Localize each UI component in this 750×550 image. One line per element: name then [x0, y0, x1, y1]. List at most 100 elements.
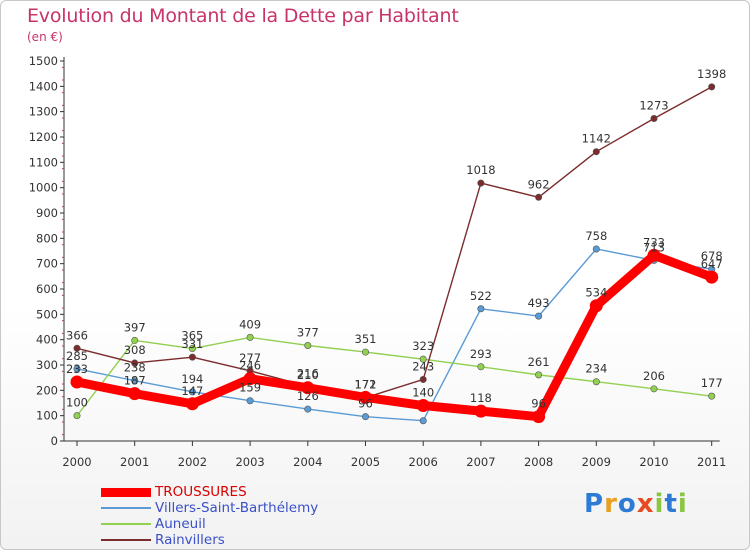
data-point [188, 388, 196, 396]
x-tick-label: 2004 [293, 455, 322, 469]
data-point [650, 115, 658, 123]
data-label: 126 [297, 389, 319, 403]
logo-letter: r [604, 489, 618, 519]
data-point [361, 413, 369, 421]
data-point [474, 404, 488, 418]
data-label: 323 [412, 339, 434, 353]
data-label: 1273 [639, 99, 668, 113]
data-point [708, 83, 716, 91]
data-point [650, 385, 658, 393]
y-tick-label: 800 [36, 231, 58, 245]
data-point [131, 336, 139, 344]
y-tick-label: 1400 [29, 79, 58, 93]
data-label: 206 [643, 369, 665, 383]
data-point [589, 299, 603, 313]
legend-swatch [101, 539, 151, 541]
data-point [131, 377, 139, 385]
data-point [535, 371, 543, 379]
data-point [301, 381, 315, 395]
data-point [131, 359, 139, 367]
series-auneuil [73, 333, 716, 420]
proxiti-logo: Proxiti [584, 489, 688, 519]
y-tick-label: 1500 [29, 54, 58, 68]
data-label: 733 [643, 235, 665, 249]
y-tick-label: 1000 [29, 181, 58, 195]
data-label: 234 [585, 362, 607, 376]
legend-swatch [101, 487, 151, 497]
data-point [73, 365, 81, 373]
x-tick-label: 2005 [351, 455, 380, 469]
data-label: 277 [239, 351, 261, 365]
data-point [359, 390, 372, 404]
x-tick-label: 2002 [178, 455, 207, 469]
series-line [72, 250, 717, 422]
y-tick-label: 1300 [29, 105, 58, 119]
x-tick-label: 2010 [639, 455, 668, 469]
legend-item: Auneuil [101, 516, 318, 532]
y-tick-label: 600 [36, 282, 58, 296]
data-point [70, 375, 84, 389]
data-label: 1142 [582, 132, 611, 146]
y-tick-label: 1100 [29, 155, 58, 169]
data-point [419, 375, 427, 383]
logo-letter: i [677, 489, 688, 519]
data-label: 366 [66, 328, 88, 342]
data-label: 118 [470, 391, 492, 405]
x-tick-label: 2008 [524, 455, 553, 469]
data-label: 285 [66, 349, 88, 363]
y-tick-label: 700 [36, 257, 58, 271]
data-label: 172 [355, 377, 377, 391]
data-point [361, 348, 369, 356]
data-label: 409 [239, 317, 261, 331]
logo-letter: x [636, 489, 655, 519]
chart-subtitle: (en €) [27, 30, 63, 44]
legend-label: Villers-Saint-Barthélemy [155, 500, 319, 516]
logo-letter: P [584, 489, 605, 519]
data-label: 308 [124, 343, 146, 357]
y-tick-label: 900 [36, 206, 58, 220]
chart-title: Evolution du Montant de la Dette par Hab… [27, 5, 459, 27]
logo-letter: i [654, 489, 665, 519]
data-label: 522 [470, 289, 492, 303]
data-label: 713 [643, 240, 665, 254]
data-point [592, 245, 600, 253]
data-label: 147 [181, 384, 203, 398]
x-tick-label: 2000 [62, 455, 91, 469]
data-label: 1018 [466, 163, 495, 177]
legend-swatch [101, 523, 151, 525]
data-point [304, 341, 312, 349]
data-point [592, 148, 600, 156]
data-point [304, 405, 312, 413]
data-label: 377 [297, 325, 319, 339]
y-tick-label: 1200 [29, 130, 58, 144]
data-label: 962 [528, 177, 550, 191]
data-point [73, 344, 81, 352]
legend-label: TROUSSURES [155, 484, 247, 500]
data-label: 397 [124, 320, 146, 334]
data-label: 233 [66, 362, 88, 376]
data-point [535, 312, 543, 320]
series-rainvillers [73, 83, 716, 402]
data-point [647, 248, 661, 262]
data-point [243, 372, 257, 386]
x-tick-label: 2006 [409, 455, 438, 469]
legend-label: Rainvillers [155, 532, 225, 548]
data-label: 216 [297, 366, 319, 380]
x-tick-label: 2011 [697, 455, 726, 469]
data-point [246, 397, 254, 405]
data-label: 159 [239, 381, 261, 395]
x-tick-label: 2003 [235, 455, 264, 469]
chart-legend: TROUSSURES Villers-Saint-Barthélemy Auneui… [101, 484, 318, 548]
x-tick-label: 2009 [582, 455, 611, 469]
data-label: 678 [701, 249, 723, 263]
data-point [477, 363, 485, 371]
data-point [246, 333, 254, 341]
data-label: 293 [470, 347, 492, 361]
legend-item: Villers-Saint-Barthélemy [101, 500, 318, 516]
data-label: 140 [412, 386, 434, 400]
data-point [535, 193, 543, 201]
data-point [188, 353, 196, 361]
data-label: 758 [585, 229, 607, 243]
